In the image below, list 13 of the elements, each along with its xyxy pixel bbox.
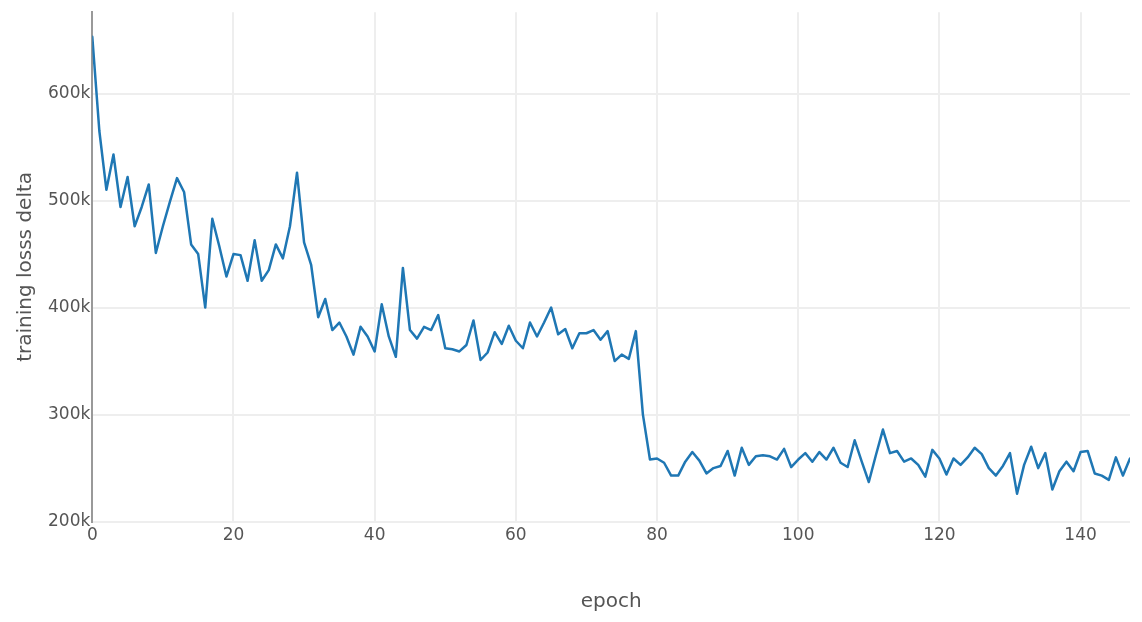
x-tick-label: 120 <box>923 524 956 545</box>
x-tick-label: 80 <box>646 524 668 545</box>
y-tick-label: 300k <box>48 403 91 424</box>
x-tick-label: 60 <box>505 524 527 545</box>
y-tick-label: 600k <box>48 81 91 102</box>
x-axis-title: epoch <box>580 588 642 613</box>
y-axis-title: training losss delta <box>12 171 37 362</box>
y-tick-label: 500k <box>48 188 91 209</box>
y-tick-label: 400k <box>48 295 91 316</box>
x-tick-label: 40 <box>363 524 386 545</box>
x-tick-label: 100 <box>781 524 815 545</box>
x-tick-label: 20 <box>222 524 245 545</box>
x-tick-label: 140 <box>1064 524 1097 545</box>
